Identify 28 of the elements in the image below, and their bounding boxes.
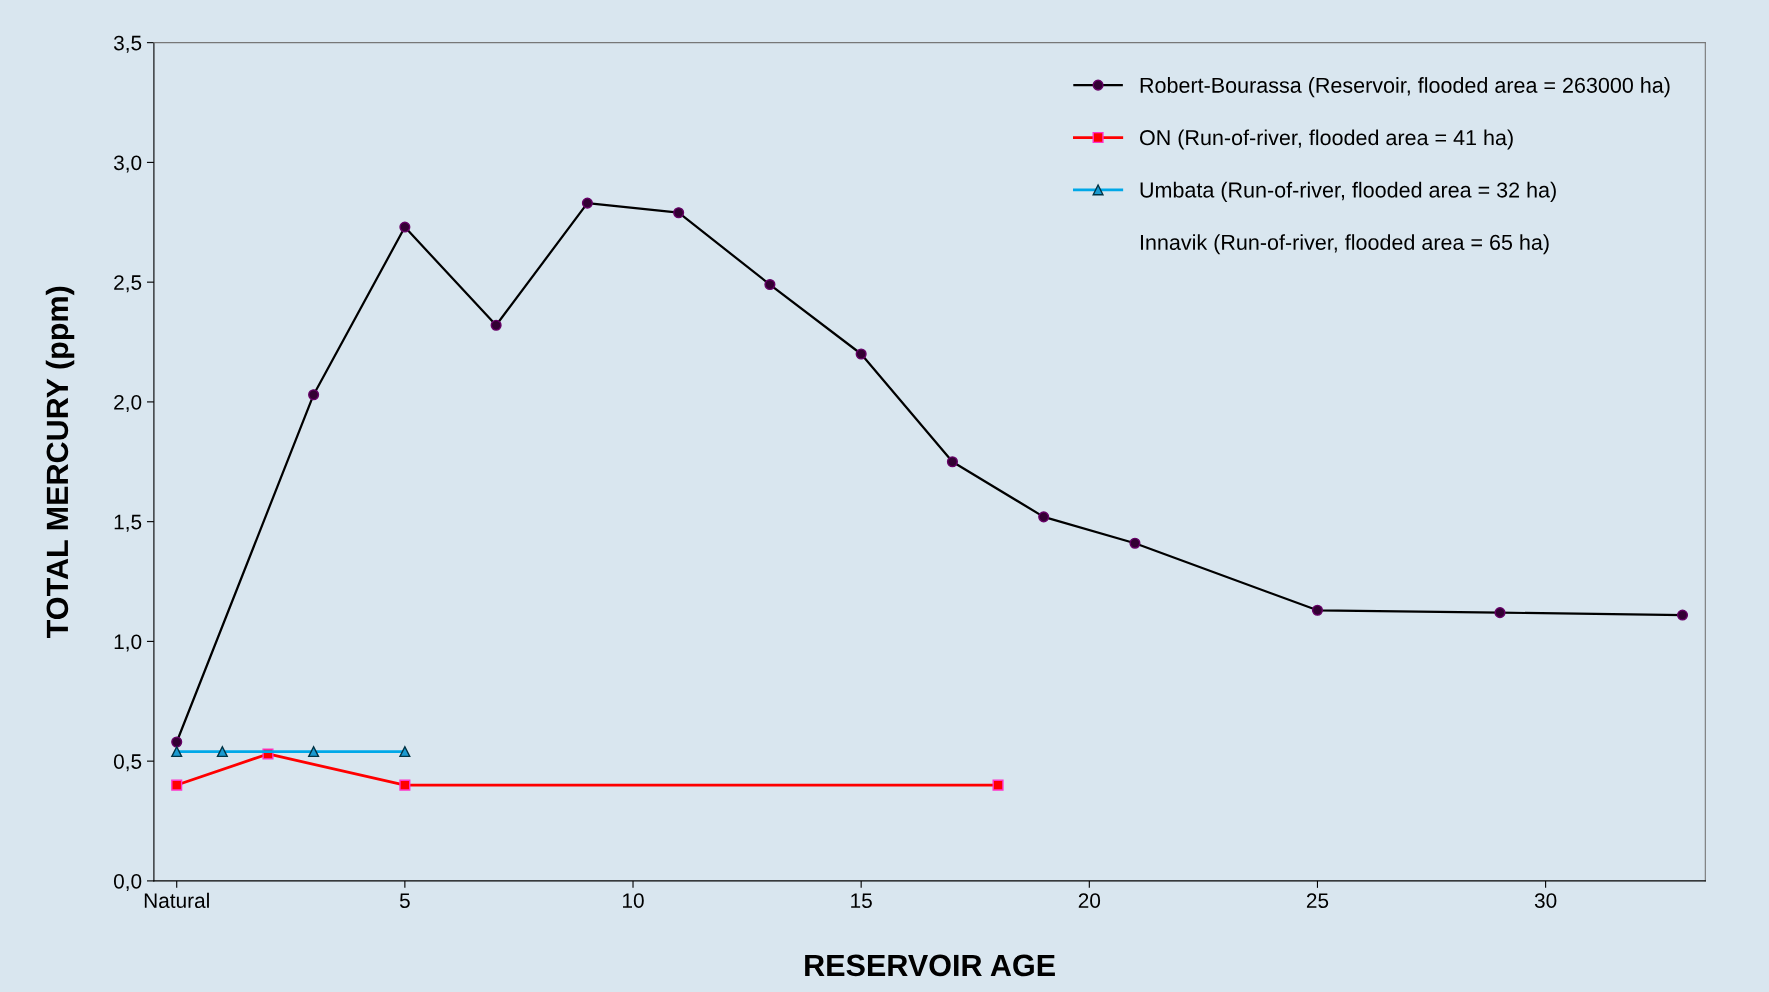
point xyxy=(171,746,183,758)
point xyxy=(308,746,320,758)
point xyxy=(399,746,411,758)
point xyxy=(171,779,183,791)
y-tick-label: 1,5 xyxy=(114,514,142,532)
x-tick-label: Natural xyxy=(144,892,209,908)
legend-label: ON (Run-of-river, flooded area = 41 ha) xyxy=(1140,129,1513,150)
y-tick-label: 0,5 xyxy=(113,754,142,772)
point xyxy=(399,779,411,791)
y-tick-label: 1,0 xyxy=(114,634,142,652)
x-tick-label: 20 xyxy=(1078,893,1101,908)
x-axis-title: RESERVOIR AGE xyxy=(805,954,1055,977)
y-tick-label: 3,5 xyxy=(113,35,142,53)
legend-label: Umbata (Run-of-river, flooded area = 32 ha) xyxy=(1140,181,1556,202)
x-tick-label: 5 xyxy=(399,893,410,908)
y-tick-label: 0,0 xyxy=(113,873,142,892)
x-tick-label: 10 xyxy=(623,893,644,908)
x-tick-label: 25 xyxy=(1306,893,1329,908)
legend-label: Robert-Bourassa (Reservoir, flooded area = 263000 ha) xyxy=(1140,77,1670,98)
x-tick-label: 15 xyxy=(851,893,872,908)
point xyxy=(992,779,1004,791)
x-tick-label: 30 xyxy=(1534,893,1557,908)
y-tick-label: 3,0 xyxy=(113,155,142,173)
point xyxy=(216,746,228,758)
y-tick-label: 2,0 xyxy=(114,394,142,413)
text: Innavik (Run-of-river, flooded area = 65 ha) xyxy=(1140,234,1549,255)
y-tick-label: 2,5 xyxy=(114,275,142,293)
y-axis-title: TOTAL MERCURY (ppm) xyxy=(45,286,75,638)
